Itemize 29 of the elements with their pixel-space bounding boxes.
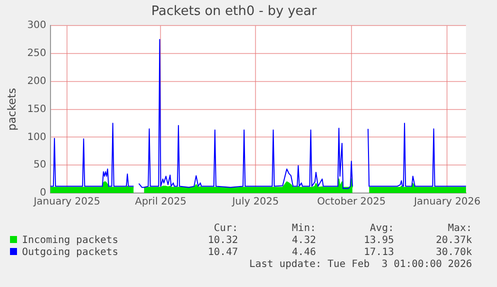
text: 4.46 xyxy=(290,246,316,258)
text: 4.32 xyxy=(290,234,316,246)
text: Avg: xyxy=(368,222,394,234)
y-tick-label: 150 xyxy=(27,104,46,115)
text: Cur: xyxy=(212,222,238,234)
y-axis-title: packets xyxy=(5,88,18,131)
chart-title: Packets on eth0 - by year xyxy=(151,4,318,20)
text: Min: xyxy=(290,222,316,234)
y-tick-label: 0 xyxy=(40,188,46,199)
x-tick-label: April 2025 xyxy=(134,196,186,208)
y-tick-label: 200 xyxy=(27,76,46,87)
y-tick-label: 300 xyxy=(27,20,46,32)
x-tick-label: October 2025 xyxy=(317,196,386,208)
text: Max: xyxy=(446,222,472,234)
text: 10.32 xyxy=(206,234,238,246)
text: 30.70k xyxy=(434,246,472,258)
x-tick-label: January 2025 xyxy=(32,196,100,208)
text: 10.47 xyxy=(206,246,238,258)
y-tick-label: 100 xyxy=(27,132,46,143)
x-tick-label: January 2026 xyxy=(412,196,481,208)
legend-label: Incoming packets xyxy=(21,234,120,246)
x-tick-label: July 2025 xyxy=(231,196,279,208)
legend-label: Outgoing packets xyxy=(21,246,120,258)
y-tick-label: 250 xyxy=(27,48,46,60)
text: 17.13 xyxy=(362,246,394,258)
text: Last update: Tue Feb 3 01:00:00 2026 xyxy=(248,258,472,270)
text: 13.95 xyxy=(362,234,394,246)
y-tick-label: 50 xyxy=(34,160,46,171)
text: 20.37k xyxy=(434,234,472,246)
